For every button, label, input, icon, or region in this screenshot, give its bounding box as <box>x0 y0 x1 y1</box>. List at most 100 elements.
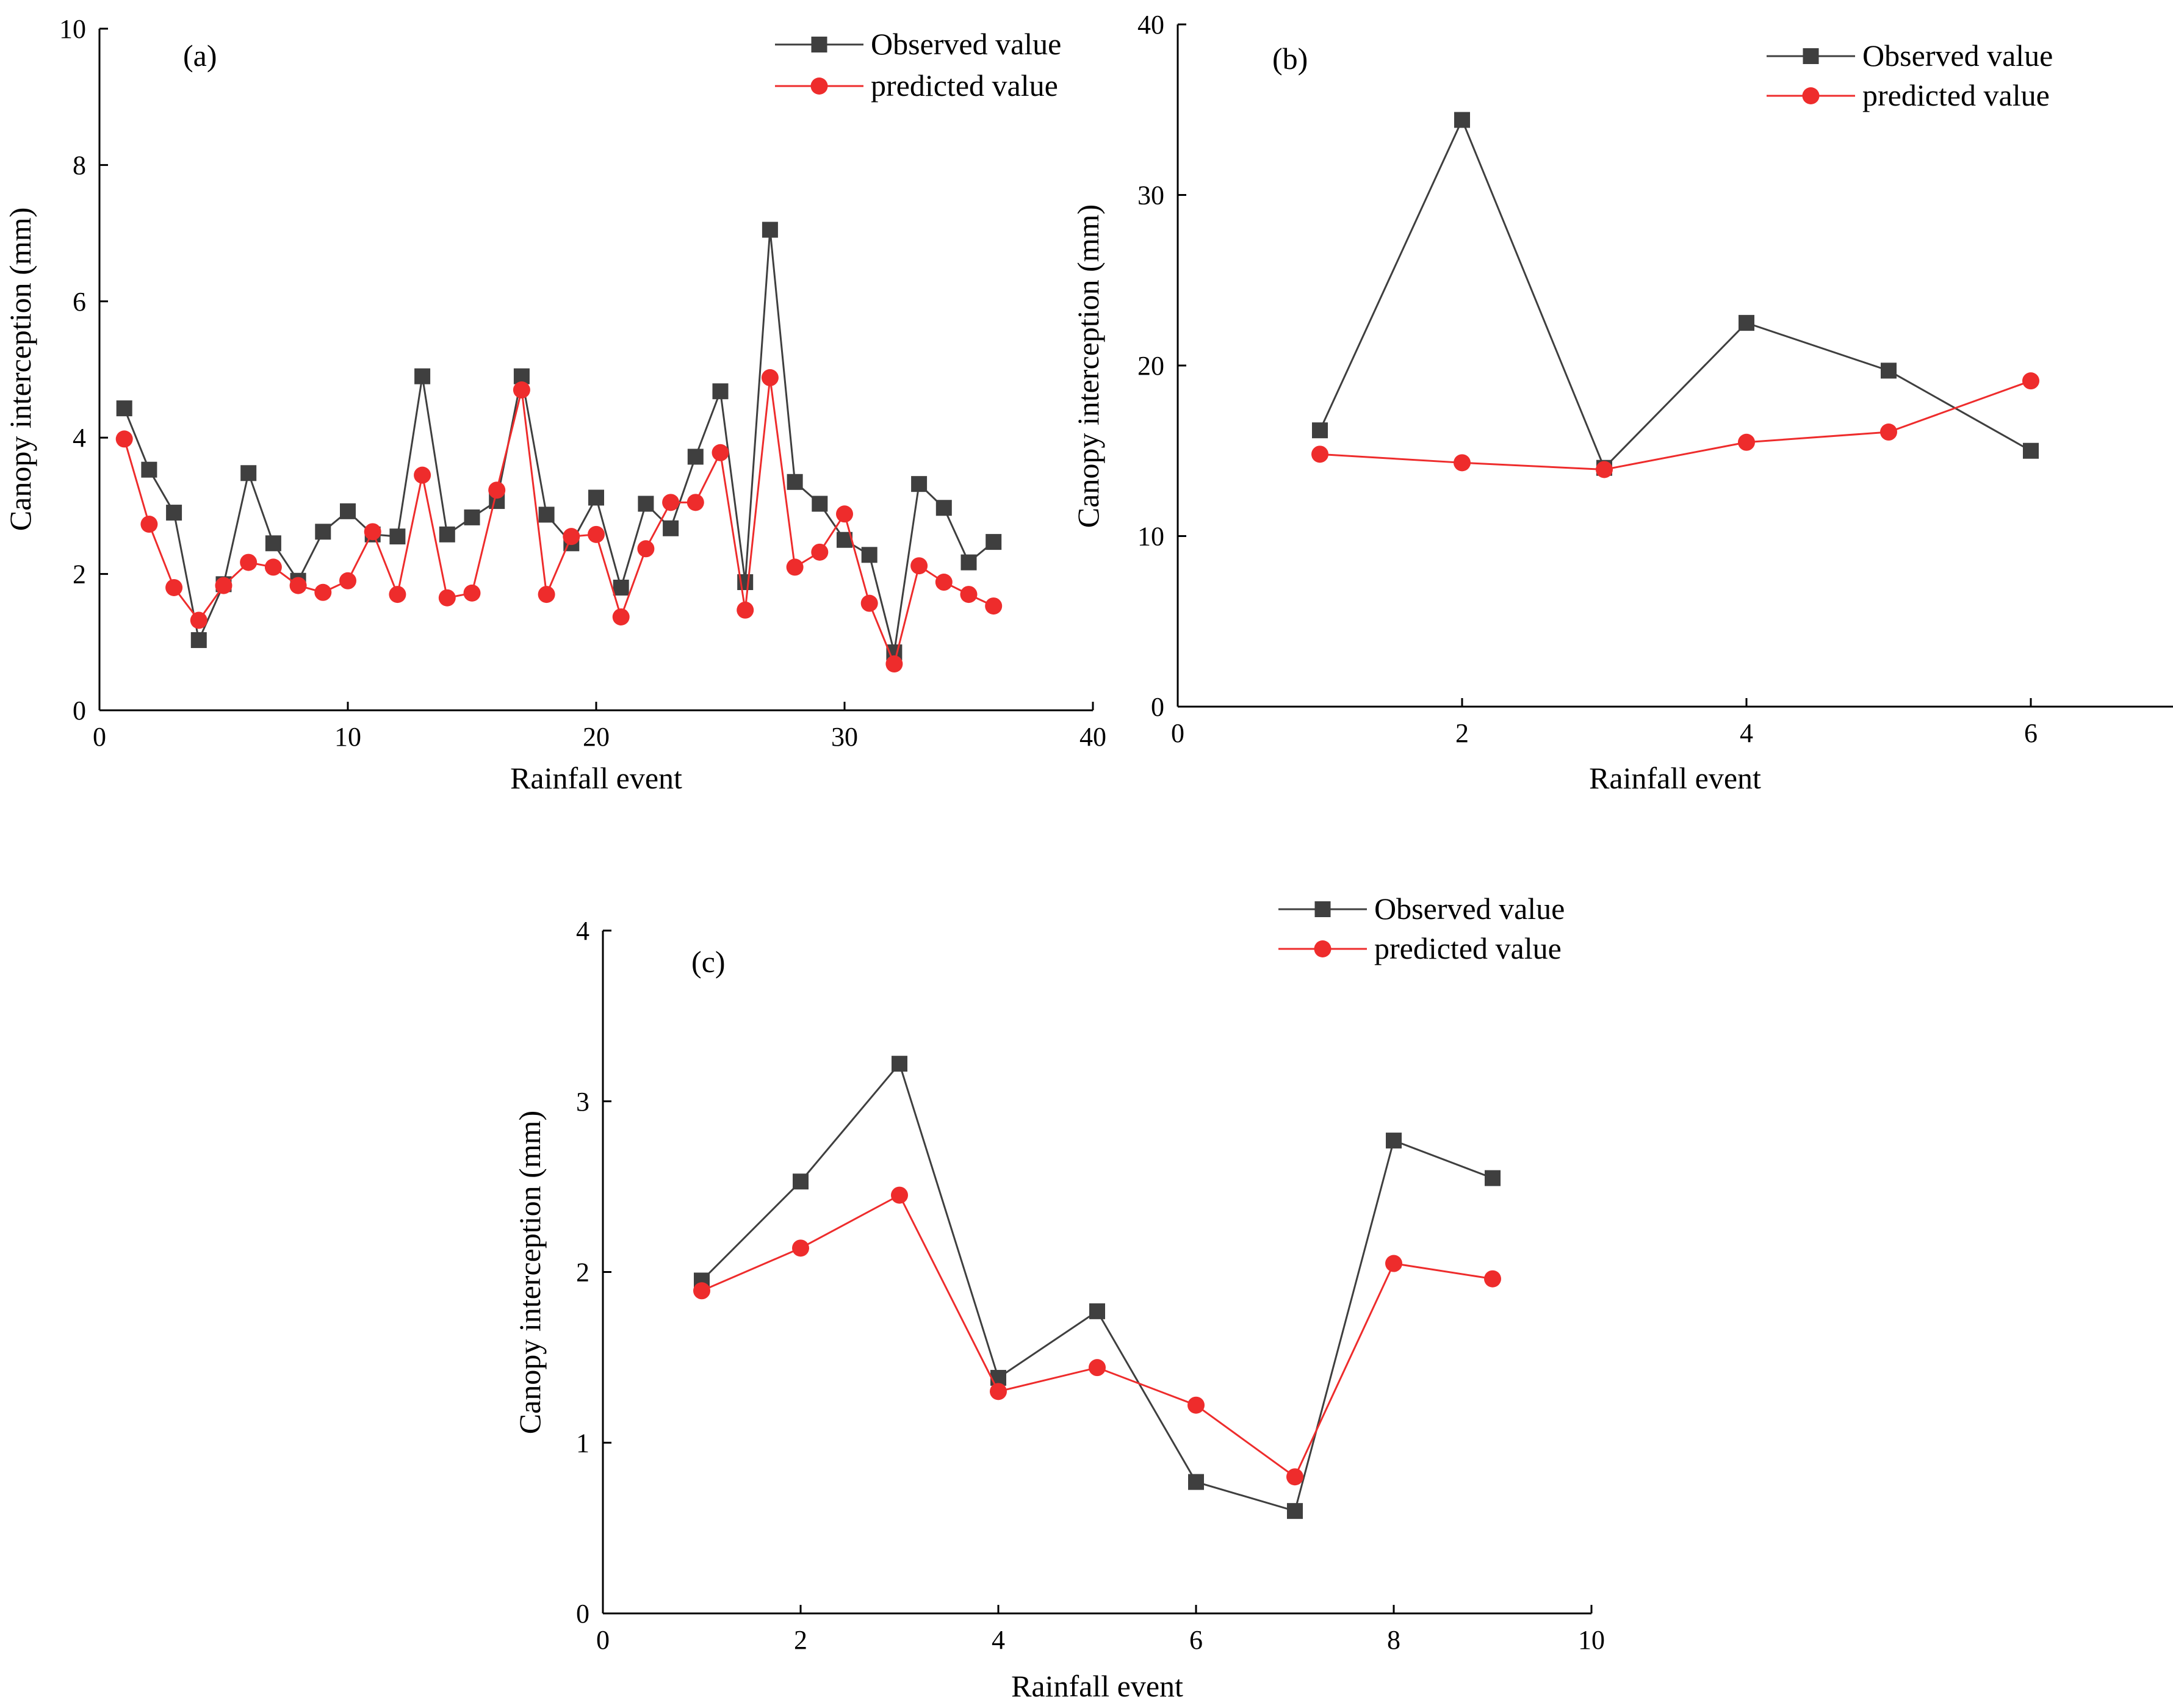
observed-data-point <box>141 461 157 478</box>
x-axis-title: Rainfall event <box>1011 1669 1183 1703</box>
legend-marker-square <box>1314 901 1331 917</box>
observed-data-point <box>1287 1503 1303 1519</box>
observed-data-point <box>1485 1170 1501 1186</box>
predicted-data-point <box>438 589 456 607</box>
predicted-data-point <box>860 594 878 612</box>
predicted-data-point <box>693 1282 710 1300</box>
x-tick-label: 6 <box>1189 1625 1203 1655</box>
y-tick-label: 3 <box>576 1087 589 1117</box>
chart-panel-a: 0 10 20 30 40 0 2 4 6 8 10 Rainfall event Canopy int… <box>3 14 1106 795</box>
legend-label: Observed value <box>1862 38 2053 73</box>
predicted-data-point <box>786 558 804 576</box>
observed-data-point <box>793 1173 809 1190</box>
observed-data-point <box>935 500 952 516</box>
legend-label: predicted value <box>1862 78 2050 112</box>
observed-data-point <box>812 495 828 512</box>
predicted-data-point <box>165 578 183 596</box>
y-tick-label: 1 <box>576 1428 589 1458</box>
observed-data-point <box>1089 1303 1105 1319</box>
x-tick-label: 6 <box>2024 718 2038 748</box>
predicted-data-point <box>1385 1255 1402 1272</box>
observed-data-point <box>638 495 654 512</box>
observed-data-point <box>240 465 257 481</box>
x-axis-title: Rainfall event <box>1589 761 1761 795</box>
legend-label: Observed value <box>871 27 1061 61</box>
predicted-data-point <box>686 494 704 511</box>
predicted-data-point <box>885 655 903 673</box>
y-axis-title: Canopy interception (mm) <box>3 207 37 531</box>
predicted-data-point <box>140 516 158 533</box>
x-tick-label: 0 <box>93 722 106 752</box>
observed-data-point <box>687 449 704 465</box>
legend-label: Observed value <box>1374 892 1565 926</box>
observed-data-point <box>1386 1133 1402 1149</box>
predicted-data-point <box>1596 461 1613 478</box>
y-tick-label: 10 <box>1137 522 1164 552</box>
predicted-data-point <box>935 574 953 591</box>
predicted-data-point <box>115 430 133 448</box>
y-tick-label: 2 <box>576 1258 589 1288</box>
y-tick-label: 2 <box>73 560 86 589</box>
predicted-data-point <box>1738 433 1755 451</box>
predicted-data-point <box>811 543 829 561</box>
predicted-data-point <box>836 505 853 523</box>
observed-data-point <box>1454 112 1470 128</box>
x-tick-label: 2 <box>1455 718 1469 748</box>
observed-data-point <box>762 222 778 238</box>
legend-marker-circle <box>1802 87 1820 104</box>
predicted-data-point <box>1089 1359 1106 1377</box>
observed-data-point <box>1739 315 1754 331</box>
predicted-data-point <box>891 1186 908 1204</box>
predicted-data-point <box>264 558 282 576</box>
observed-data-point <box>613 579 629 596</box>
panel-label: (b) <box>1272 41 1308 76</box>
predicted-data-point <box>2022 372 2039 390</box>
y-axis-title: Canopy interception (mm) <box>1071 204 1105 528</box>
observed-data-point <box>389 528 406 545</box>
x-tick-label: 0 <box>596 1625 610 1655</box>
series-line-observed <box>1319 117 2031 470</box>
y-tick-label: 4 <box>576 916 589 946</box>
predicted-data-point <box>563 528 580 546</box>
predicted-data-point <box>538 586 555 604</box>
x-tick-label: 40 <box>1079 722 1106 752</box>
observed-data-point <box>712 383 729 400</box>
predicted-data-point <box>240 553 258 571</box>
y-tick-label: 4 <box>73 423 86 453</box>
predicted-data-point <box>637 540 655 558</box>
x-tick-label: 10 <box>334 722 361 752</box>
predicted-data-point <box>662 494 680 511</box>
y-tick-label: 20 <box>1137 351 1164 381</box>
x-tick-label: 0 <box>1171 718 1184 748</box>
observed-data-point <box>2023 442 2039 459</box>
panel-label: (a) <box>183 38 217 73</box>
predicted-data-point <box>612 608 630 625</box>
predicted-data-point <box>364 523 381 541</box>
predicted-data-point <box>314 583 332 601</box>
observed-data-point <box>1188 1474 1204 1490</box>
observed-data-point <box>116 400 132 417</box>
predicted-data-point <box>1286 1468 1303 1486</box>
x-tick-label: 8 <box>1387 1625 1400 1655</box>
legend-marker-circle <box>1314 940 1332 957</box>
legend-marker-circle <box>810 77 828 95</box>
legend-label: predicted value <box>871 68 1058 103</box>
y-tick-label: 0 <box>576 1599 589 1629</box>
observed-data-point <box>340 503 356 519</box>
predicted-data-point <box>215 577 232 594</box>
y-tick-label: 30 <box>1137 181 1164 211</box>
observed-data-point <box>986 534 1002 550</box>
x-tick-label: 4 <box>1740 718 1753 748</box>
predicted-data-point <box>389 586 406 604</box>
observed-data-point <box>439 526 455 542</box>
observed-data-point <box>588 489 604 506</box>
predicted-data-point <box>588 525 605 543</box>
x-tick-label: 2 <box>794 1625 807 1655</box>
predicted-data-point <box>761 369 779 386</box>
x-axis-title: Rainfall event <box>510 761 682 795</box>
y-tick-label: 0 <box>1151 692 1164 722</box>
legend-marker-square <box>811 37 827 52</box>
predicted-data-point <box>960 586 978 604</box>
